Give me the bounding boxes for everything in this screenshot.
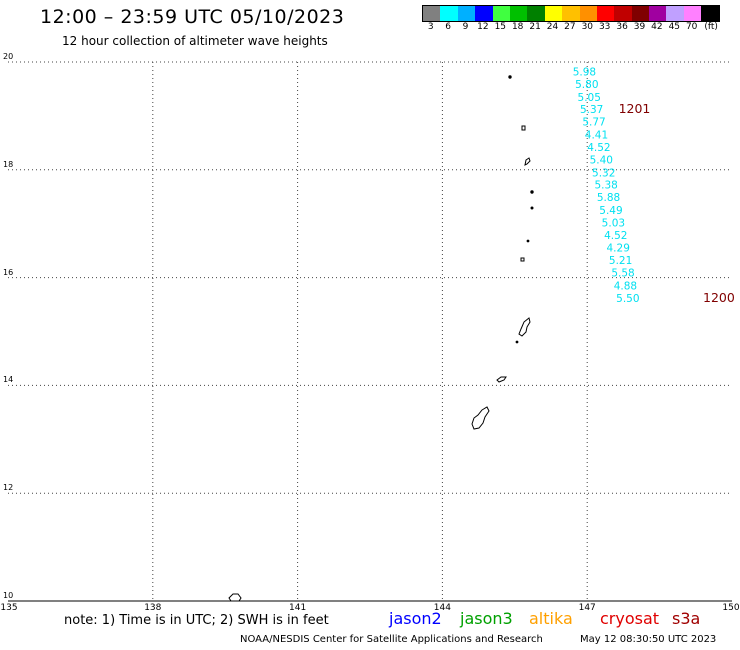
- longitude-label: 150: [722, 603, 740, 613]
- swh-reading: 5.58: [611, 268, 634, 280]
- island-outline: [496, 376, 507, 383]
- swh-reading: 5.21: [609, 255, 632, 267]
- colorbar-swatch: [562, 6, 580, 21]
- island-outline: [471, 406, 490, 430]
- colorbar-tick-label: 36: [616, 22, 628, 32]
- colorbar-tick-label: 3: [427, 22, 434, 32]
- colorbar-swatch: [423, 6, 441, 21]
- generated-timestamp: May 12 08:30:50 UTC 2023: [580, 634, 717, 645]
- longitude-label: 147: [578, 603, 596, 613]
- colorbar-swatch: [475, 6, 493, 21]
- colorbar-tick-label: 21: [529, 22, 541, 32]
- colorbar-swatch: [544, 6, 563, 21]
- colorbar-swatch: [701, 6, 719, 21]
- pass-time-label: 1200: [703, 290, 735, 305]
- swh-reading: 4.41: [585, 130, 608, 142]
- latitude-label: 14: [3, 375, 14, 385]
- colorbar-swatch: [457, 6, 476, 21]
- swh-reading: 5.38: [594, 180, 617, 192]
- colorbar-swatch: [492, 6, 510, 21]
- colorbar-swatch: [614, 6, 632, 21]
- longitude-label: 141: [289, 603, 307, 613]
- longitude-label: 135: [0, 603, 18, 613]
- swh-readings: 5.985.805.055.375.774.414.525.405.325.38…: [573, 66, 640, 304]
- swh-reading: 5.05: [578, 92, 601, 104]
- swh-reading: 4.29: [607, 243, 630, 255]
- swh-reading: 4.52: [587, 142, 610, 154]
- satellite-legend-altika: altika: [529, 609, 573, 628]
- latitude-label: 16: [3, 267, 14, 277]
- satellite-legend-s3a: s3a: [672, 609, 701, 628]
- swh-reading: 5.50: [616, 293, 639, 305]
- swh-reading: 4.88: [614, 280, 637, 292]
- colorbar-tick-label: 27: [564, 22, 576, 32]
- colorbar-tick-label: 39: [633, 22, 646, 32]
- colorbar-tick-label: 15: [494, 22, 507, 32]
- colorbar-swatch: [631, 6, 650, 21]
- colorbar-swatch: [579, 6, 597, 21]
- colorbar-tick-label: 33: [598, 22, 611, 32]
- colorbar-swatch: [666, 6, 684, 21]
- colorbar-tick-label: 70: [685, 22, 698, 32]
- latitude-label: 18: [3, 159, 14, 169]
- latitude-label: 12: [3, 483, 14, 493]
- satellite-legend-cryosat: cryosat: [600, 609, 660, 628]
- longitude-label: 144: [433, 603, 451, 613]
- satellite-legend-jason2: jason2: [389, 609, 442, 628]
- island-outline: [521, 125, 526, 131]
- island-outline: [530, 206, 534, 210]
- colorbar-tick-label: 18: [511, 22, 524, 32]
- colorbar-tick-label: 9: [462, 22, 469, 32]
- colorbar-tick-label: 45: [668, 22, 681, 32]
- colorbar-swatch: [596, 6, 615, 21]
- latitude-label: 20: [3, 52, 14, 61]
- credit-text: NOAA/NESDIS Center for Satellite Applica…: [240, 634, 543, 645]
- colorbar-swatch: [527, 6, 545, 21]
- island-outline: [508, 75, 512, 79]
- swh-reading: 5.03: [602, 217, 625, 229]
- colorbar-tick-label: 12: [477, 22, 489, 32]
- map-grid: [8, 61, 732, 602]
- colorbar-tick-label: 42: [651, 22, 663, 32]
- island-outline: [518, 317, 531, 337]
- pass-labels: 1201 1200: [619, 101, 735, 305]
- colorbar-tick-label: 6: [445, 22, 451, 32]
- island-outline: [530, 190, 534, 194]
- swh-reading: 5.40: [590, 154, 613, 166]
- colorbar-swatch: [649, 6, 667, 21]
- colorbar-tick-label: (ft): [704, 22, 718, 32]
- wave-height-colorbar: [422, 5, 720, 22]
- swh-reading: 5.88: [597, 192, 620, 204]
- pass-time-label: 1201: [619, 101, 651, 116]
- colorbar-tick-label: 24: [546, 22, 559, 32]
- map-title: 12:00 – 23:59 UTC 05/10/2023: [40, 6, 345, 28]
- longitude-label: 138: [144, 603, 162, 613]
- island-outline: [526, 239, 530, 243]
- colorbar-swatch: [509, 6, 528, 21]
- island-outline: [515, 340, 519, 344]
- map-subtitle: 12 hour collection of altimeter wave hei…: [62, 34, 328, 48]
- swh-reading: 4.52: [604, 230, 627, 242]
- colorbar-swatch: [440, 6, 458, 21]
- island-outline: [520, 257, 525, 262]
- colorbar-tick-label: 30: [581, 22, 594, 32]
- island-outline: [524, 157, 531, 166]
- colorbar-swatch: [683, 6, 702, 21]
- footer-note: note: 1) Time is in UTC; 2) SWH is in fe…: [64, 613, 329, 628]
- swh-reading: 5.32: [592, 167, 615, 179]
- coastlines: [228, 75, 534, 602]
- swh-reading: 5.77: [582, 117, 605, 129]
- swh-reading: 5.37: [580, 104, 603, 116]
- island-outline: [228, 593, 242, 602]
- swh-reading: 5.98: [573, 66, 596, 78]
- swh-reading: 5.80: [575, 79, 598, 91]
- latitude-label: 10: [3, 591, 14, 600]
- swh-reading: 5.49: [599, 205, 622, 217]
- satellite-legend-jason3: jason3: [460, 609, 513, 628]
